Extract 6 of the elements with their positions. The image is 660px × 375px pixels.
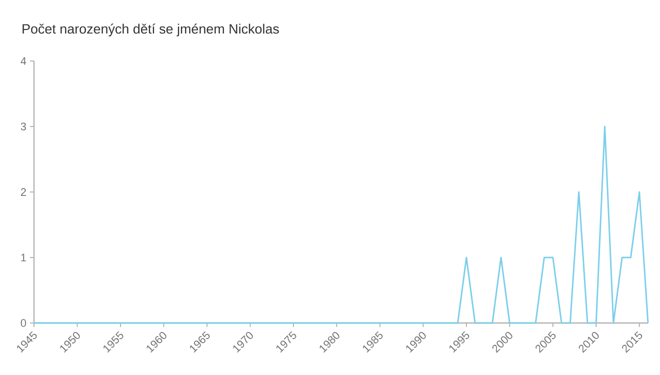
y-tick-label: 0 — [20, 319, 26, 327]
y-tick-label: 4 — [20, 57, 26, 65]
y-tick-label: 1 — [21, 254, 26, 262]
chart-title: Počet narozených dětí se jménem Nickolas — [22, 24, 279, 36]
y-tick-label: 2 — [20, 188, 26, 196]
y-tick-label: 3 — [20, 122, 26, 130]
